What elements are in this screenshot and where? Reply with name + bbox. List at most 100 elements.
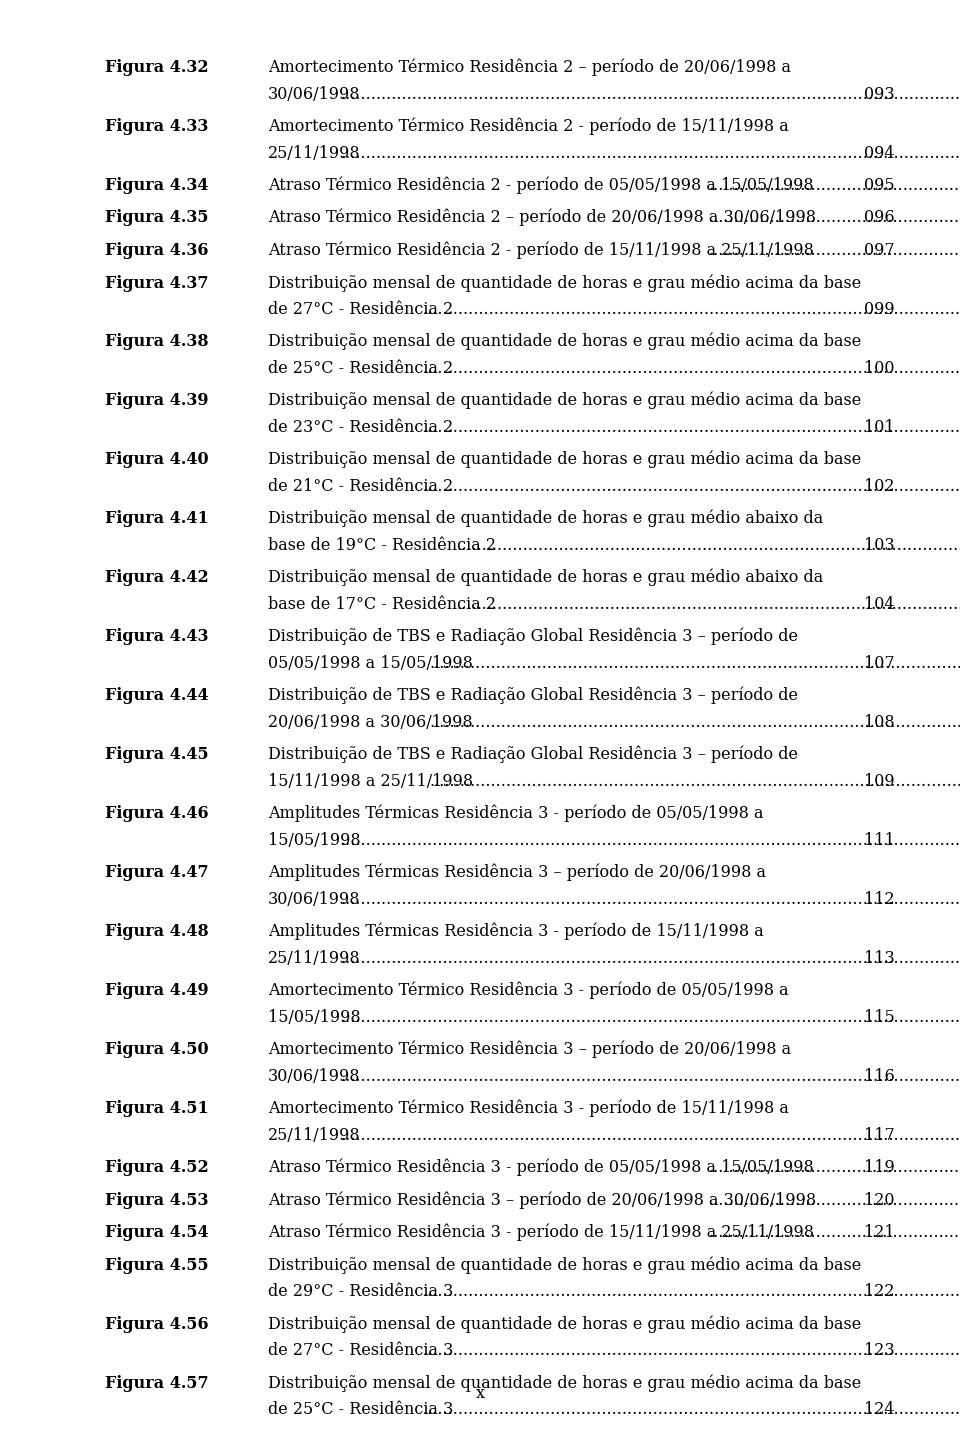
Text: 111: 111 bbox=[864, 833, 895, 849]
Text: Figura 4.51: Figura 4.51 bbox=[105, 1100, 208, 1117]
Text: Amortecimento Térmico Residência 2 – período de 20/06/1998 a: Amortecimento Térmico Residência 2 – per… bbox=[268, 58, 791, 76]
Text: Amplitudes Térmicas Residência 3 - período de 15/11/1998 a: Amplitudes Térmicas Residência 3 - perío… bbox=[268, 923, 764, 940]
Text: 30/06/1998: 30/06/1998 bbox=[268, 891, 361, 908]
Text: 25/11/1998: 25/11/1998 bbox=[268, 144, 361, 161]
Text: Distribuição de TBS e Radiação Global Residência 3 – período de: Distribuição de TBS e Radiação Global Re… bbox=[268, 745, 798, 763]
Text: de 27°C - Residência 2: de 27°C - Residência 2 bbox=[268, 301, 453, 318]
Text: Atraso Térmico Residência 2 - período de 15/11/1998 a 25/11/1998: Atraso Térmico Residência 2 - período de… bbox=[268, 241, 814, 259]
Text: Distribuição de TBS e Radiação Global Residência 3 – período de: Distribuição de TBS e Radiação Global Re… bbox=[268, 628, 798, 645]
Text: 107: 107 bbox=[864, 655, 895, 671]
Text: 123: 123 bbox=[864, 1343, 895, 1360]
Text: 095: 095 bbox=[864, 177, 895, 195]
Text: Figura 4.46: Figura 4.46 bbox=[105, 805, 208, 822]
Text: ................................................................................: ........................................… bbox=[341, 891, 960, 908]
Text: Figura 4.49: Figura 4.49 bbox=[105, 982, 208, 1000]
Text: ................................................................................: ........................................… bbox=[341, 833, 960, 849]
Text: Atraso Térmico Residência 2 – período de 20/06/1998 a 30/06/1998: Atraso Térmico Residência 2 – período de… bbox=[268, 209, 816, 227]
Text: Figura 4.41: Figura 4.41 bbox=[105, 510, 208, 527]
Text: de 23°C - Residência 2: de 23°C - Residência 2 bbox=[268, 418, 453, 436]
Text: ................................................................................: ........................................… bbox=[422, 1402, 960, 1418]
Text: Atraso Térmico Residência 3 – período de 20/06/1998 a 30/06/1998: Atraso Térmico Residência 3 – período de… bbox=[268, 1191, 816, 1209]
Text: 102: 102 bbox=[865, 478, 895, 495]
Text: de 27°C - Residência 3: de 27°C - Residência 3 bbox=[268, 1343, 453, 1360]
Text: x: x bbox=[475, 1385, 485, 1402]
Text: 25/11/1998: 25/11/1998 bbox=[268, 950, 361, 968]
Text: Distribuição mensal de quantidade de horas e grau médio acima da base: Distribuição mensal de quantidade de hor… bbox=[268, 450, 861, 468]
Text: ................................................................................: ........................................… bbox=[422, 1343, 960, 1360]
Text: de 29°C - Residência 3: de 29°C - Residência 3 bbox=[268, 1283, 453, 1300]
Text: Figura 4.53: Figura 4.53 bbox=[105, 1191, 208, 1209]
Text: 093: 093 bbox=[864, 86, 895, 103]
Text: Amortecimento Térmico Residência 3 - período de 15/11/1998 a: Amortecimento Térmico Residência 3 - per… bbox=[268, 1100, 789, 1117]
Text: 103: 103 bbox=[864, 538, 895, 554]
Text: Figura 4.34: Figura 4.34 bbox=[105, 177, 208, 195]
Text: 119: 119 bbox=[864, 1159, 895, 1177]
Text: Distribuição mensal de quantidade de horas e grau médio acima da base: Distribuição mensal de quantidade de hor… bbox=[268, 275, 861, 292]
Text: ................................................................................: ........................................… bbox=[422, 418, 960, 436]
Text: Amortecimento Térmico Residência 2 - período de 15/11/1998 a: Amortecimento Térmico Residência 2 - per… bbox=[268, 118, 789, 135]
Text: Atraso Térmico Residência 2 - período de 05/05/1998 a 15/05/1998: Atraso Térmico Residência 2 - período de… bbox=[268, 176, 814, 195]
Text: ................................................................................: ........................................… bbox=[341, 950, 960, 968]
Text: 109: 109 bbox=[864, 773, 895, 790]
Text: 101: 101 bbox=[864, 418, 895, 436]
Text: Amplitudes Térmicas Residência 3 - período de 05/05/1998 a: Amplitudes Térmicas Residência 3 - perío… bbox=[268, 805, 763, 822]
Text: ................................................................................: ........................................… bbox=[429, 773, 960, 790]
Text: 108: 108 bbox=[864, 713, 895, 731]
Text: 096: 096 bbox=[864, 209, 895, 227]
Text: 116: 116 bbox=[864, 1068, 895, 1085]
Text: ................................................................................: ........................................… bbox=[341, 1008, 960, 1026]
Text: base de 19°C - Residência 2: base de 19°C - Residência 2 bbox=[268, 538, 496, 554]
Text: 15/05/1998: 15/05/1998 bbox=[268, 1008, 361, 1026]
Text: Figura 4.35: Figura 4.35 bbox=[105, 209, 208, 227]
Text: Distribuição mensal de quantidade de horas e grau médio acima da base: Distribuição mensal de quantidade de hor… bbox=[268, 1375, 861, 1392]
Text: Figura 4.52: Figura 4.52 bbox=[105, 1159, 208, 1177]
Text: ................................................................................: ........................................… bbox=[422, 360, 960, 376]
Text: 15/11/1998 a 25/11/1998: 15/11/1998 a 25/11/1998 bbox=[268, 773, 473, 790]
Text: 100: 100 bbox=[865, 360, 895, 376]
Text: 121: 121 bbox=[864, 1225, 895, 1241]
Text: Atraso Térmico Residência 3 - período de 05/05/1998 a 15/05/1998: Atraso Térmico Residência 3 - período de… bbox=[268, 1159, 814, 1177]
Text: ................................................................................: ........................................… bbox=[708, 243, 960, 259]
Text: Figura 4.56: Figura 4.56 bbox=[105, 1316, 208, 1332]
Text: Figura 4.44: Figura 4.44 bbox=[105, 687, 208, 705]
Text: Figura 4.42: Figura 4.42 bbox=[105, 570, 208, 587]
Text: Distribuição mensal de quantidade de horas e grau médio acima da base: Distribuição mensal de quantidade de hor… bbox=[268, 392, 861, 410]
Text: Amortecimento Térmico Residência 3 - período de 05/05/1998 a: Amortecimento Térmico Residência 3 - per… bbox=[268, 982, 788, 1000]
Text: 112: 112 bbox=[864, 891, 895, 908]
Text: 104: 104 bbox=[865, 596, 895, 613]
Text: Distribuição mensal de quantidade de horas e grau médio abaixo da: Distribuição mensal de quantidade de hor… bbox=[268, 570, 824, 587]
Text: Figura 4.54: Figura 4.54 bbox=[105, 1225, 208, 1241]
Text: Distribuição mensal de quantidade de horas e grau médio acima da base: Distribuição mensal de quantidade de hor… bbox=[268, 1315, 861, 1332]
Text: 25/11/1998: 25/11/1998 bbox=[268, 1128, 361, 1144]
Text: Figura 4.48: Figura 4.48 bbox=[105, 924, 208, 940]
Text: ................................................................................: ........................................… bbox=[429, 713, 960, 731]
Text: Figura 4.39: Figura 4.39 bbox=[105, 392, 208, 410]
Text: Distribuição mensal de quantidade de horas e grau médio abaixo da: Distribuição mensal de quantidade de hor… bbox=[268, 510, 824, 527]
Text: Distribuição mensal de quantidade de horas e grau médio acima da base: Distribuição mensal de quantidade de hor… bbox=[268, 333, 861, 350]
Text: 05/05/1998 a 15/05/1998: 05/05/1998 a 15/05/1998 bbox=[268, 655, 473, 671]
Text: Figura 4.40: Figura 4.40 bbox=[105, 452, 208, 468]
Text: Figura 4.38: Figura 4.38 bbox=[105, 334, 208, 350]
Text: ................................................................................: ........................................… bbox=[422, 301, 960, 318]
Text: 099: 099 bbox=[864, 301, 895, 318]
Text: Figura 4.37: Figura 4.37 bbox=[105, 275, 208, 292]
Text: 097: 097 bbox=[864, 243, 895, 259]
Text: ................................................................................: ........................................… bbox=[457, 596, 960, 613]
Text: ................................................................................: ........................................… bbox=[708, 209, 960, 227]
Text: Distribuição de TBS e Radiação Global Residência 3 – período de: Distribuição de TBS e Radiação Global Re… bbox=[268, 687, 798, 705]
Text: Figura 4.55: Figura 4.55 bbox=[105, 1257, 208, 1274]
Text: ................................................................................: ........................................… bbox=[341, 144, 960, 161]
Text: 122: 122 bbox=[865, 1283, 895, 1300]
Text: Figura 4.57: Figura 4.57 bbox=[105, 1375, 208, 1392]
Text: Figura 4.36: Figura 4.36 bbox=[105, 243, 208, 259]
Text: ................................................................................: ........................................… bbox=[708, 1191, 960, 1209]
Text: 30/06/1998: 30/06/1998 bbox=[268, 86, 361, 103]
Text: Atraso Térmico Residência 3 - período de 15/11/1998 a 25/11/1998: Atraso Térmico Residência 3 - período de… bbox=[268, 1223, 814, 1241]
Text: ................................................................................: ........................................… bbox=[708, 1159, 960, 1177]
Text: 124: 124 bbox=[865, 1402, 895, 1418]
Text: Figura 4.33: Figura 4.33 bbox=[105, 118, 208, 135]
Text: de 25°C - Residência 2: de 25°C - Residência 2 bbox=[268, 360, 453, 376]
Text: ................................................................................: ........................................… bbox=[341, 1128, 960, 1144]
Text: ................................................................................: ........................................… bbox=[422, 478, 960, 495]
Text: de 25°C - Residência 3: de 25°C - Residência 3 bbox=[268, 1402, 453, 1418]
